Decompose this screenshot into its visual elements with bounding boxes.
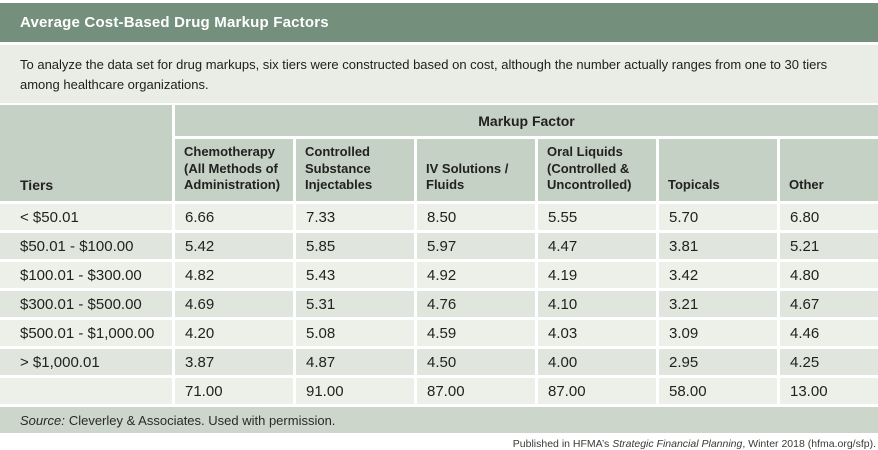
publication-suffix: , Winter 2018 (hfma.org/sfp). — [742, 438, 876, 450]
value-cell: 4.80 — [780, 262, 878, 288]
column-header-iv-solutions: IV Solutions / Fluids — [417, 139, 535, 201]
value-cell: 5.21 — [780, 233, 878, 259]
value-cell: 4.20 — [175, 320, 293, 346]
column-header-topicals: Topicals — [659, 139, 777, 201]
publication-credit: Published in HFMA’s Strategic Financial … — [0, 438, 878, 450]
tiers-column-header: Tiers — [0, 105, 172, 201]
value-cell: 5.97 — [417, 233, 535, 259]
publication-prefix: Published in HFMA’s — [512, 438, 613, 450]
value-cell: 71.00 — [175, 378, 293, 404]
value-cell: 58.00 — [659, 378, 777, 404]
markup-factors-table: Tiers Markup Factor Chemotherapy (All Me… — [0, 105, 878, 404]
value-cell: 87.00 — [417, 378, 535, 404]
tier-cell: $500.01 - $1,000.00 — [0, 320, 172, 346]
column-header-other: Other — [780, 139, 878, 201]
value-cell: 3.21 — [659, 291, 777, 317]
value-cell: 4.47 — [538, 233, 656, 259]
figure-description: To analyze the data set for drug markups… — [0, 45, 878, 103]
tier-cell: < $50.01 — [0, 204, 172, 230]
value-cell: 5.70 — [659, 204, 777, 230]
value-cell: 5.08 — [296, 320, 414, 346]
value-cell: 6.80 — [780, 204, 878, 230]
value-cell: 4.76 — [417, 291, 535, 317]
value-cell: 4.82 — [175, 262, 293, 288]
source-label: Source: — [20, 412, 65, 428]
source-note: Source: Cleverley & Associates. Used wit… — [0, 407, 878, 433]
value-cell: 4.59 — [417, 320, 535, 346]
value-cell: 4.92 — [417, 262, 535, 288]
value-cell: 4.19 — [538, 262, 656, 288]
value-cell: 4.67 — [780, 291, 878, 317]
value-cell: 4.25 — [780, 349, 878, 375]
value-cell: 5.42 — [175, 233, 293, 259]
value-cell: 3.81 — [659, 233, 777, 259]
value-cell: 8.50 — [417, 204, 535, 230]
column-header-oral-liquids: Oral Liquids (Controlled & Uncontrolled) — [538, 139, 656, 201]
value-cell: 3.09 — [659, 320, 777, 346]
value-cell: 2.95 — [659, 349, 777, 375]
value-cell: 4.00 — [538, 349, 656, 375]
value-cell: 4.50 — [417, 349, 535, 375]
value-cell: 3.87 — [175, 349, 293, 375]
value-cell: 7.33 — [296, 204, 414, 230]
value-cell: 6.66 — [175, 204, 293, 230]
tier-cell-empty — [0, 378, 172, 404]
value-cell: 4.03 — [538, 320, 656, 346]
figure-title-bar: Average Cost-Based Drug Markup Factors — [0, 3, 878, 42]
tier-cell: $300.01 - $500.00 — [0, 291, 172, 317]
value-cell: 91.00 — [296, 378, 414, 404]
publication-name: Strategic Financial Planning — [612, 438, 743, 450]
value-cell: 3.42 — [659, 262, 777, 288]
markup-factor-group-header: Markup Factor — [175, 105, 878, 136]
column-header-chemotherapy: Chemotherapy (All Methods of Administrat… — [175, 139, 293, 201]
tier-cell: $100.01 - $300.00 — [0, 262, 172, 288]
value-cell: 5.55 — [538, 204, 656, 230]
source-text: Cleverley & Associates. Used with permis… — [68, 412, 336, 428]
figure-title: Average Cost-Based Drug Markup Factors — [20, 14, 329, 31]
value-cell: 5.85 — [296, 233, 414, 259]
description-text: To analyze the data set for drug markups… — [20, 57, 828, 93]
value-cell: 87.00 — [538, 378, 656, 404]
tier-cell: > $1,000.01 — [0, 349, 172, 375]
value-cell: 5.43 — [296, 262, 414, 288]
value-cell: 4.87 — [296, 349, 414, 375]
column-header-controlled-substance: Controlled Substance Injectables — [296, 139, 414, 201]
value-cell: 4.10 — [538, 291, 656, 317]
tier-cell: $50.01 - $100.00 — [0, 233, 172, 259]
value-cell: 13.00 — [780, 378, 878, 404]
value-cell: 5.31 — [296, 291, 414, 317]
value-cell: 4.69 — [175, 291, 293, 317]
value-cell: 4.46 — [780, 320, 878, 346]
